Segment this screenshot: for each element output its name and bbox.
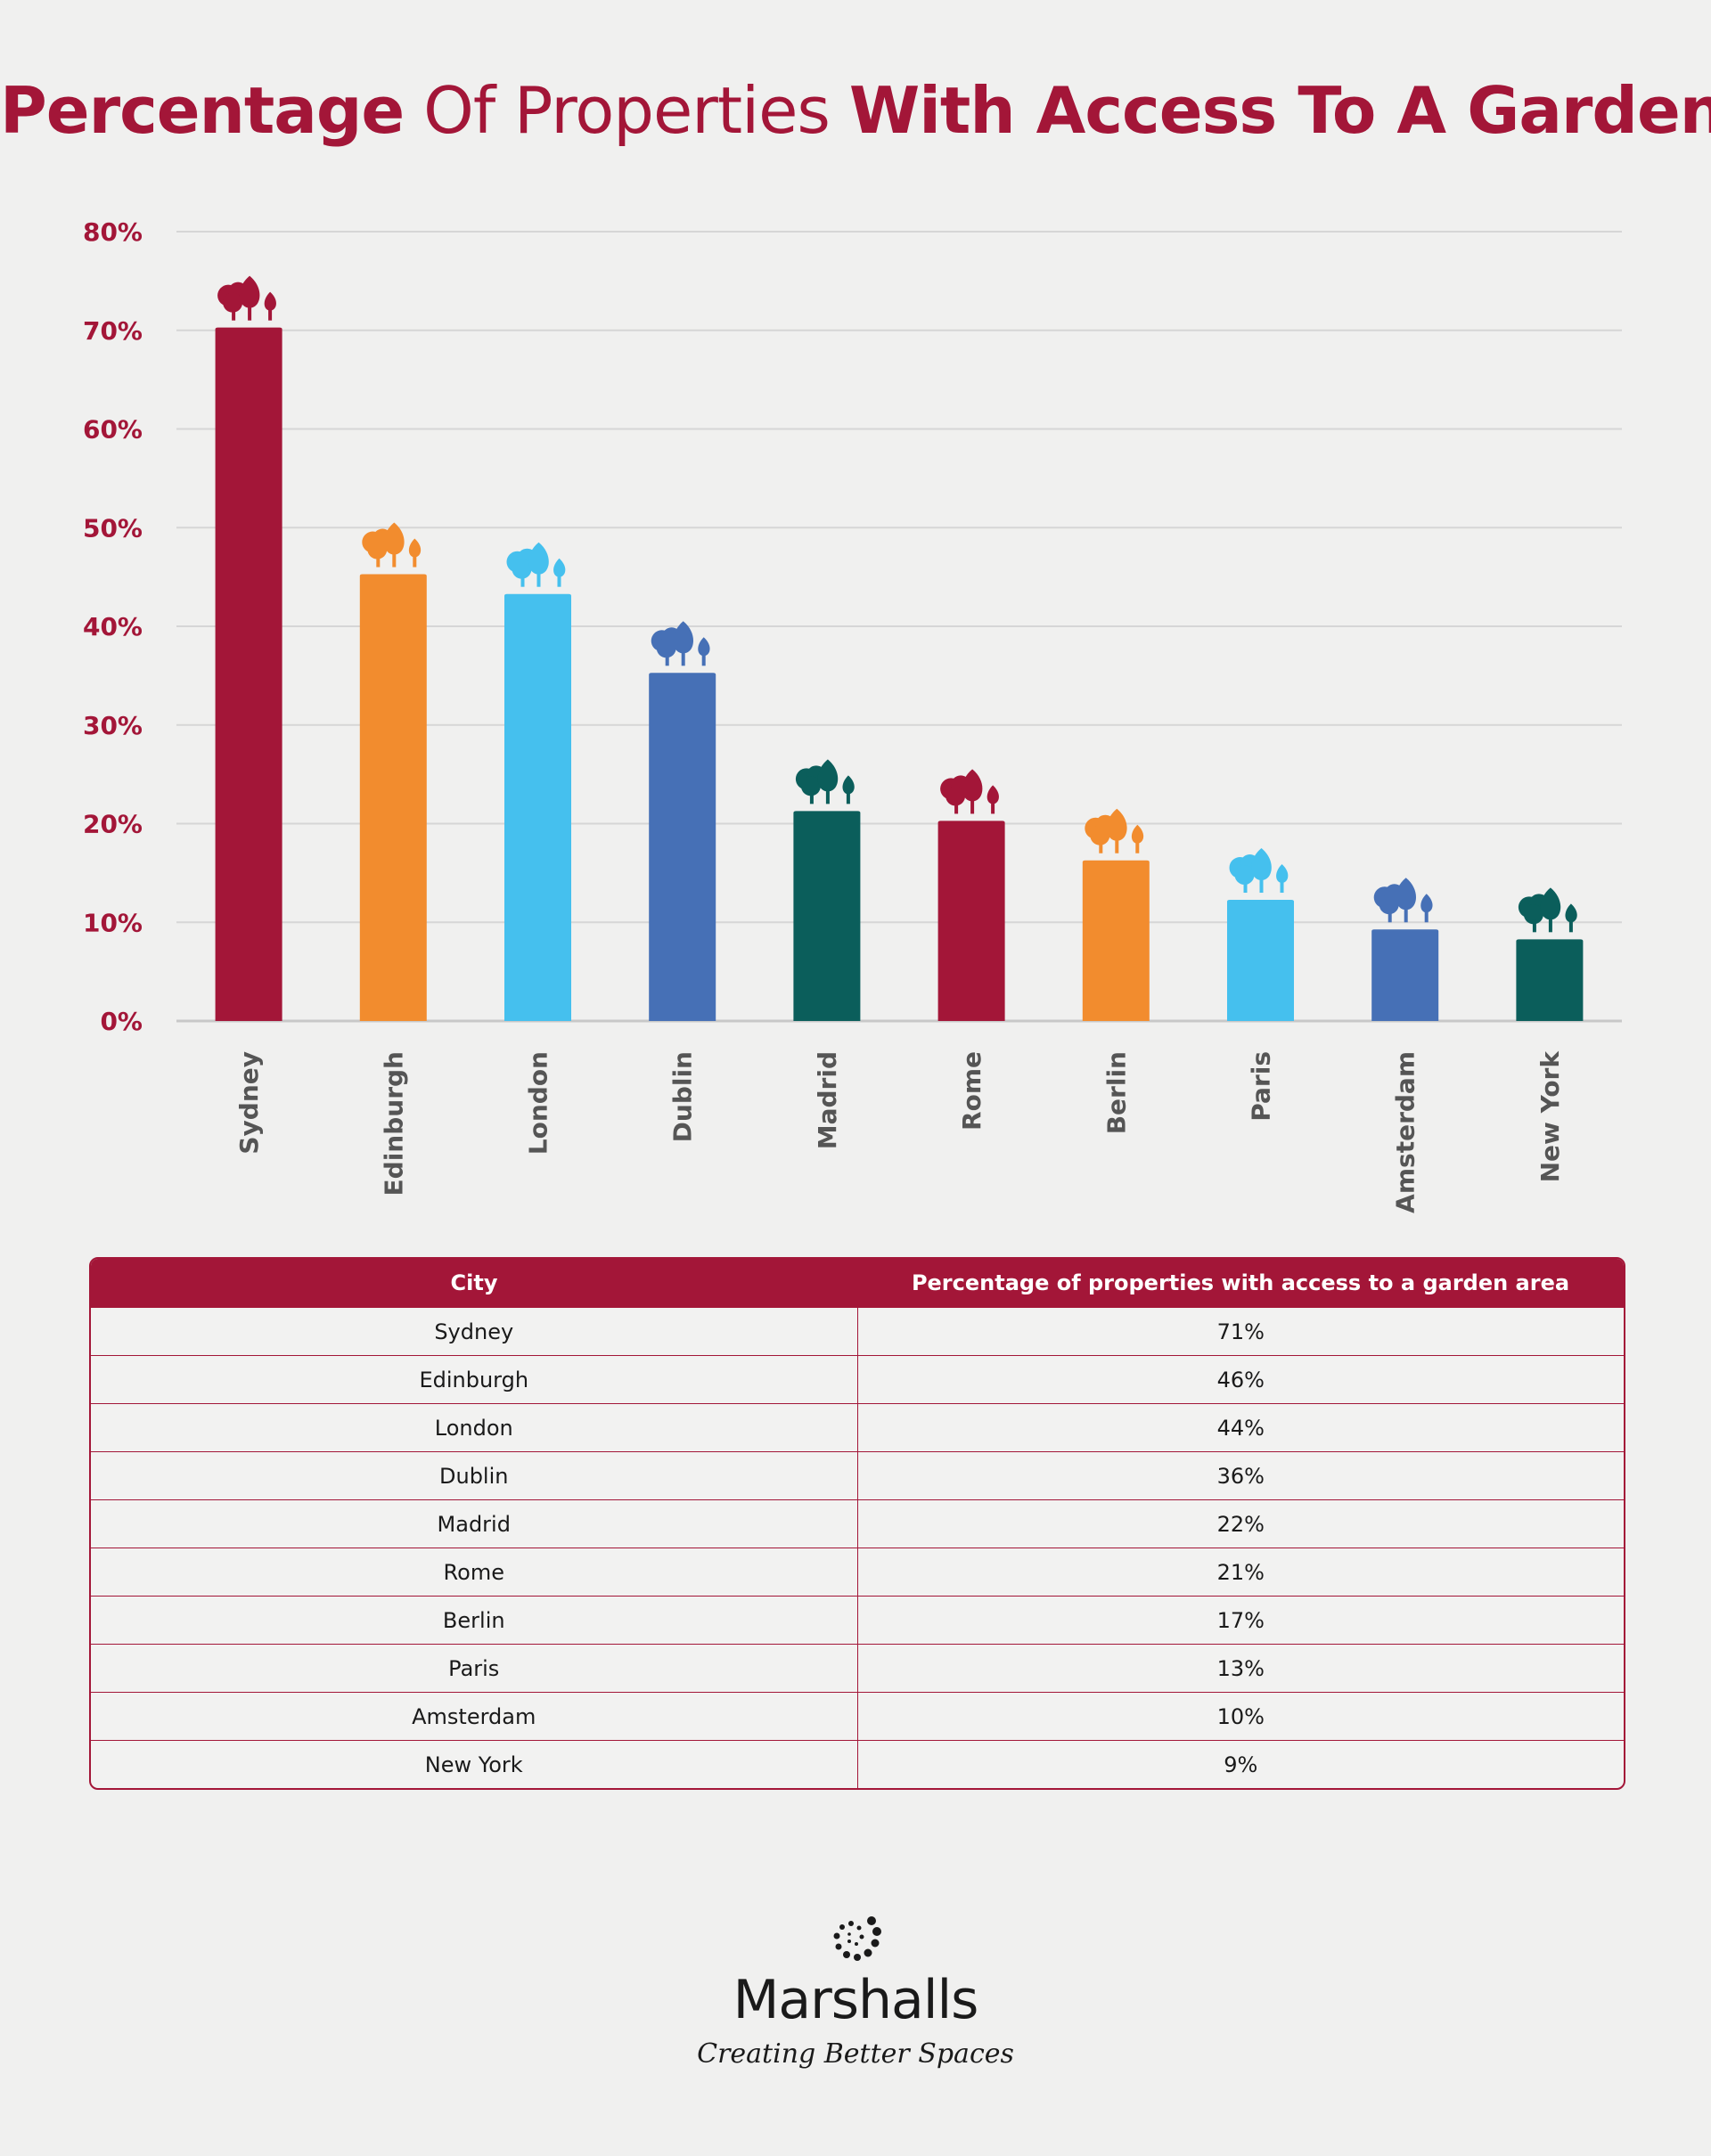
- y-tick-label: 70%: [83, 316, 143, 346]
- table-cell-percentage: 9%: [856, 1741, 1625, 1788]
- table-cell-city: Paris: [448, 1655, 500, 1681]
- title-part-bold-1: Percentage: [0, 73, 405, 148]
- bar-group: [937, 769, 1005, 1021]
- bar: [359, 574, 427, 1021]
- table-cell-city: Berlin: [442, 1607, 505, 1633]
- tree-icon: [1085, 808, 1144, 853]
- x-tick-label: Amsterdam: [1391, 1051, 1420, 1213]
- bar: [793, 811, 861, 1021]
- bar-group: [504, 542, 571, 1021]
- table-cell-percentage: 21%: [856, 1548, 1625, 1596]
- x-tick-label: Madrid: [813, 1051, 842, 1149]
- x-tick-label: Paris: [1247, 1051, 1276, 1122]
- bar: [1082, 860, 1150, 1021]
- table-row: Rome 21%: [91, 1548, 1624, 1596]
- x-tick-label: Edinburgh: [379, 1051, 408, 1196]
- bar: [1516, 939, 1584, 1021]
- x-tick-label: Rome: [957, 1051, 986, 1131]
- tree-icon: [1373, 878, 1433, 923]
- y-tick-label: 0%: [100, 1007, 143, 1036]
- title-part-regular: Of Properties: [404, 73, 849, 148]
- y-tick-label: 30%: [83, 711, 143, 740]
- x-tick-label: London: [524, 1051, 553, 1155]
- dotted-spiral-icon: [833, 1916, 881, 1961]
- y-tick-label: 40%: [83, 612, 143, 641]
- y-tick-label: 20%: [83, 810, 143, 839]
- tree-icon: [217, 275, 276, 321]
- brand-tagline: Creating Better Spaces: [697, 2038, 1014, 2070]
- table-row: Dublin 36%: [91, 1451, 1624, 1499]
- bar-group: [1516, 887, 1584, 1021]
- table-cell-city: Edinburgh: [419, 1367, 529, 1392]
- table-row: Madrid 22%: [91, 1499, 1624, 1548]
- bar: [215, 327, 282, 1021]
- brand-name: Marshalls: [733, 1969, 979, 2031]
- tree-icon: [1518, 887, 1577, 933]
- table-cell-percentage: 36%: [856, 1452, 1625, 1499]
- table-cell-percentage: 17%: [856, 1597, 1625, 1644]
- table-cell-percentage: 44%: [856, 1404, 1625, 1451]
- bar-group: [359, 522, 427, 1021]
- table-row: Paris 13%: [91, 1644, 1624, 1692]
- table-row: New York 9%: [91, 1740, 1624, 1788]
- y-tick-label: 60%: [83, 415, 143, 445]
- table-cell-city: New York: [424, 1752, 523, 1777]
- table-cell-percentage: 13%: [856, 1645, 1625, 1692]
- table-cell-percentage: 10%: [856, 1693, 1625, 1740]
- table-row: Berlin 17%: [91, 1596, 1624, 1644]
- table-cell-city: London: [434, 1415, 513, 1441]
- tree-icon: [362, 522, 422, 568]
- tree-icon: [795, 759, 855, 804]
- table-body: Sydney 71% Edinburgh 46% London 44% Dublin 36% M…: [91, 1307, 1624, 1788]
- table-header-city: City: [450, 1270, 498, 1295]
- tree-icon: [506, 542, 566, 587]
- x-tick-label: Dublin: [668, 1051, 698, 1142]
- tree-icon: [940, 769, 999, 814]
- bar: [1371, 929, 1439, 1021]
- table-cell-percentage: 71%: [856, 1308, 1625, 1355]
- y-tick-label: 10%: [83, 908, 143, 937]
- table-cell-city: Sydney: [434, 1319, 514, 1344]
- table-row: London 44%: [91, 1403, 1624, 1451]
- table-row: Edinburgh 46%: [91, 1355, 1624, 1403]
- table-cell-percentage: 22%: [856, 1500, 1625, 1548]
- table-row: Sydney 71%: [91, 1307, 1624, 1355]
- table-cell-city: Madrid: [437, 1511, 511, 1537]
- tree-icon: [1229, 848, 1289, 894]
- table-row: Amsterdam 10%: [91, 1692, 1624, 1740]
- x-tick-label: New York: [1535, 1050, 1565, 1183]
- bar: [649, 673, 716, 1021]
- x-tick-label: Sydney: [234, 1051, 264, 1155]
- table-cell-percentage: 46%: [856, 1356, 1625, 1403]
- y-tick-label: 80%: [83, 217, 143, 247]
- bar-group: [1082, 808, 1150, 1021]
- table-header-percentage: Percentage of properties with access to …: [911, 1270, 1570, 1295]
- bar: [504, 593, 571, 1021]
- data-table: City Percentage of properties with acces…: [89, 1257, 1625, 1790]
- bar: [937, 821, 1005, 1021]
- bar: [1227, 900, 1294, 1021]
- bar-group: [649, 621, 716, 1021]
- table-cell-city: Dublin: [439, 1463, 509, 1489]
- bar-group: [793, 759, 861, 1021]
- y-tick-label: 50%: [83, 513, 143, 543]
- x-tick-label: Berlin: [1101, 1051, 1131, 1134]
- bar-group: [215, 275, 282, 1021]
- bar-group: [1227, 848, 1294, 1021]
- bar-chart: 0% 10% 20% 30% 40% 50% 60% 70% 80% Sydney Edinburg…: [83, 217, 1622, 1213]
- bar-group: [1371, 878, 1439, 1021]
- brand-logo: Marshalls Creating Better Spaces: [0, 1914, 1711, 2070]
- title-part-bold-2: With Access To A Garden: [848, 73, 1711, 148]
- table-cell-city: Amsterdam: [412, 1703, 536, 1729]
- table-header: City Percentage of properties with acces…: [91, 1259, 1624, 1307]
- tree-icon: [651, 621, 710, 666]
- chart-title: Percentage Of Properties With Access To …: [0, 73, 1711, 148]
- table-cell-city: Rome: [443, 1559, 504, 1585]
